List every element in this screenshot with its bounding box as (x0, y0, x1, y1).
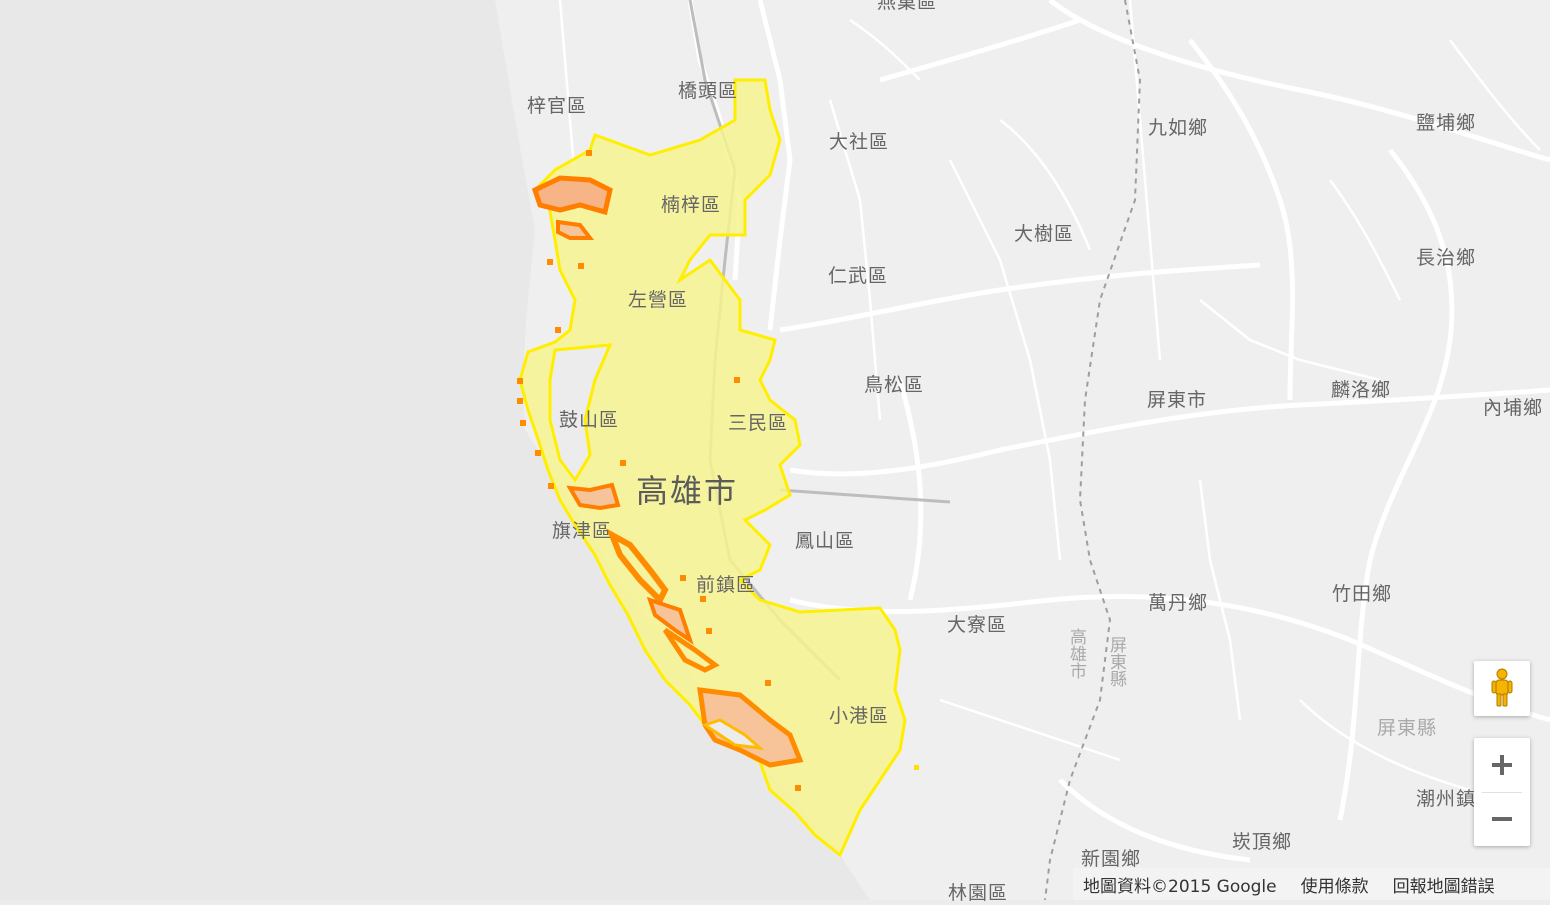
road-label-pingtung-vertical: 屏東縣 (1106, 636, 1126, 687)
place-label-dashe: 大社區 (829, 131, 890, 153)
sea-area (0, 0, 870, 900)
plus-icon (1492, 755, 1512, 775)
place-label-yanchao: 燕巢區 (877, 0, 938, 13)
place-label-chaozhou: 潮州鎮 (1416, 788, 1477, 810)
place-label-sanmin: 三民區 (728, 412, 789, 434)
minor-roads (558, 0, 1541, 792)
place-label-jiuru: 九如鄉 (1148, 117, 1209, 139)
place-label-zuoying: 左營區 (628, 289, 689, 311)
overlay-inner-hole (548, 343, 613, 483)
place-label-yanpu: 鹽埔鄉 (1416, 112, 1477, 134)
place-label-linluo: 麟洛鄉 (1331, 379, 1392, 401)
place-label-dashu: 大樹區 (1014, 223, 1075, 245)
place-label-fengshan: 鳳山區 (795, 530, 856, 552)
map-attribution: 地圖資料©2015 Google (1083, 876, 1277, 897)
city-label-kaohsiung: 高雄市 (636, 472, 739, 510)
pegman-icon (1491, 668, 1513, 707)
railway-branch (779, 488, 951, 504)
place-label-qianzhen: 前鎮區 (696, 574, 757, 596)
place-label-renwu: 仁武區 (828, 265, 889, 287)
place-label-xiaogang: 小港區 (829, 705, 890, 727)
place-label-gushan: 鼓山區 (559, 409, 620, 431)
zoom-control (1474, 738, 1530, 846)
place-label-nanzi: 楠梓區 (661, 194, 722, 216)
minus-icon (1492, 817, 1512, 821)
place-label-linyuan: 林園區 (948, 882, 1009, 904)
place-label-changzhi: 長治鄉 (1416, 247, 1477, 269)
place-label-qiaotou: 橋頭區 (678, 80, 739, 102)
terms-link[interactable]: 使用條款 (1300, 876, 1369, 897)
zoom-in-button[interactable] (1474, 738, 1530, 792)
hotspot-dots (517, 150, 919, 791)
road-label-kaohsiung-vertical: 高雄市 (1066, 628, 1086, 679)
place-label-pingtung-county: 屏東縣 (1377, 717, 1438, 739)
place-label-qijin: 旗津區 (552, 520, 613, 542)
place-label-ziguan: 梓官區 (527, 95, 588, 117)
place-label-xinyuan: 新園鄉 (1081, 848, 1142, 870)
place-label-zhutian: 竹田鄉 (1332, 583, 1393, 605)
place-label-neipu: 內埔鄉 (1483, 397, 1544, 419)
street-view-pegman-button[interactable] (1474, 661, 1530, 716)
map-footer: 地圖資料©2015 Google 使用條款 回報地圖錯誤 (1073, 868, 1550, 900)
place-label-niaosong: 鳥松區 (864, 374, 925, 396)
county-boundary (1044, 0, 1142, 900)
coverage-overlay (518, 78, 907, 858)
zoom-out-button[interactable] (1474, 792, 1530, 846)
place-label-daliao: 大寮區 (947, 614, 1008, 636)
place-label-wandan: 萬丹鄉 (1148, 592, 1209, 614)
zoom-divider (1482, 792, 1522, 793)
hotspot-cluster (531, 175, 804, 768)
place-label-kanding: 崁頂鄉 (1232, 831, 1293, 853)
report-error-link[interactable]: 回報地圖錯誤 (1392, 876, 1495, 897)
place-label-pingtung-city: 屏東市 (1147, 389, 1208, 411)
